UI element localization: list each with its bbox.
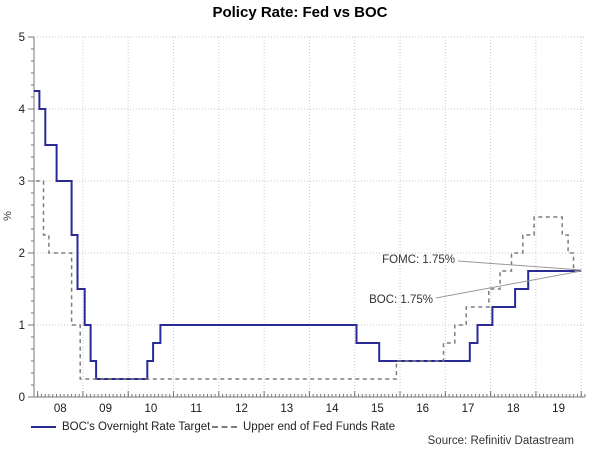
legend-label-fed: Upper end of Fed Funds Rate (243, 421, 396, 433)
y-tick-label: 0 (19, 392, 25, 404)
legend: BOC's Overnight Rate Target Upper end of… (0, 419, 600, 435)
legend-item-fed: Upper end of Fed Funds Rate (212, 419, 395, 435)
y-tick-label: 3 (19, 176, 25, 188)
x-tick-label: 09 (99, 403, 112, 415)
legend-item-boc: BOC's Overnight Rate Target (31, 419, 210, 435)
x-tick-label: 19 (552, 403, 565, 415)
x-tick-label: 14 (326, 403, 339, 415)
fed-line-swatch (212, 426, 237, 428)
x-tick-label: 16 (416, 403, 429, 415)
y-tick-label: 1 (19, 320, 25, 332)
fomc-leader-line (457, 260, 582, 271)
y-tick-label: 2 (19, 248, 25, 260)
y-tick-label: 4 (19, 104, 26, 116)
boc-rate-line (34, 90, 582, 380)
x-tick-label: 15 (371, 403, 384, 415)
boc-leader-line (435, 270, 582, 299)
annotation-fomc: FOMC: 1.75% (382, 254, 455, 266)
x-tick-label: 10 (144, 403, 157, 415)
x-tick-label: 18 (507, 403, 520, 415)
x-tick-label: 08 (54, 403, 67, 415)
y-tick-label: 5 (19, 32, 25, 44)
x-tick-label: 11 (190, 403, 202, 415)
x-tick-label: 12 (235, 403, 248, 415)
annotation-boc: BOC: 1.75% (369, 294, 433, 306)
source-credit: Source: Refinitiv Datastream (427, 435, 574, 447)
x-tick-label: 17 (462, 403, 475, 415)
legend-label-boc: BOC's Overnight Rate Target (62, 421, 211, 433)
boc-line-swatch (31, 426, 56, 428)
x-tick-label: 13 (280, 403, 293, 415)
chart-title: Policy Rate: Fed vs BOC (212, 4, 388, 21)
fed-rate-line (35, 180, 582, 380)
